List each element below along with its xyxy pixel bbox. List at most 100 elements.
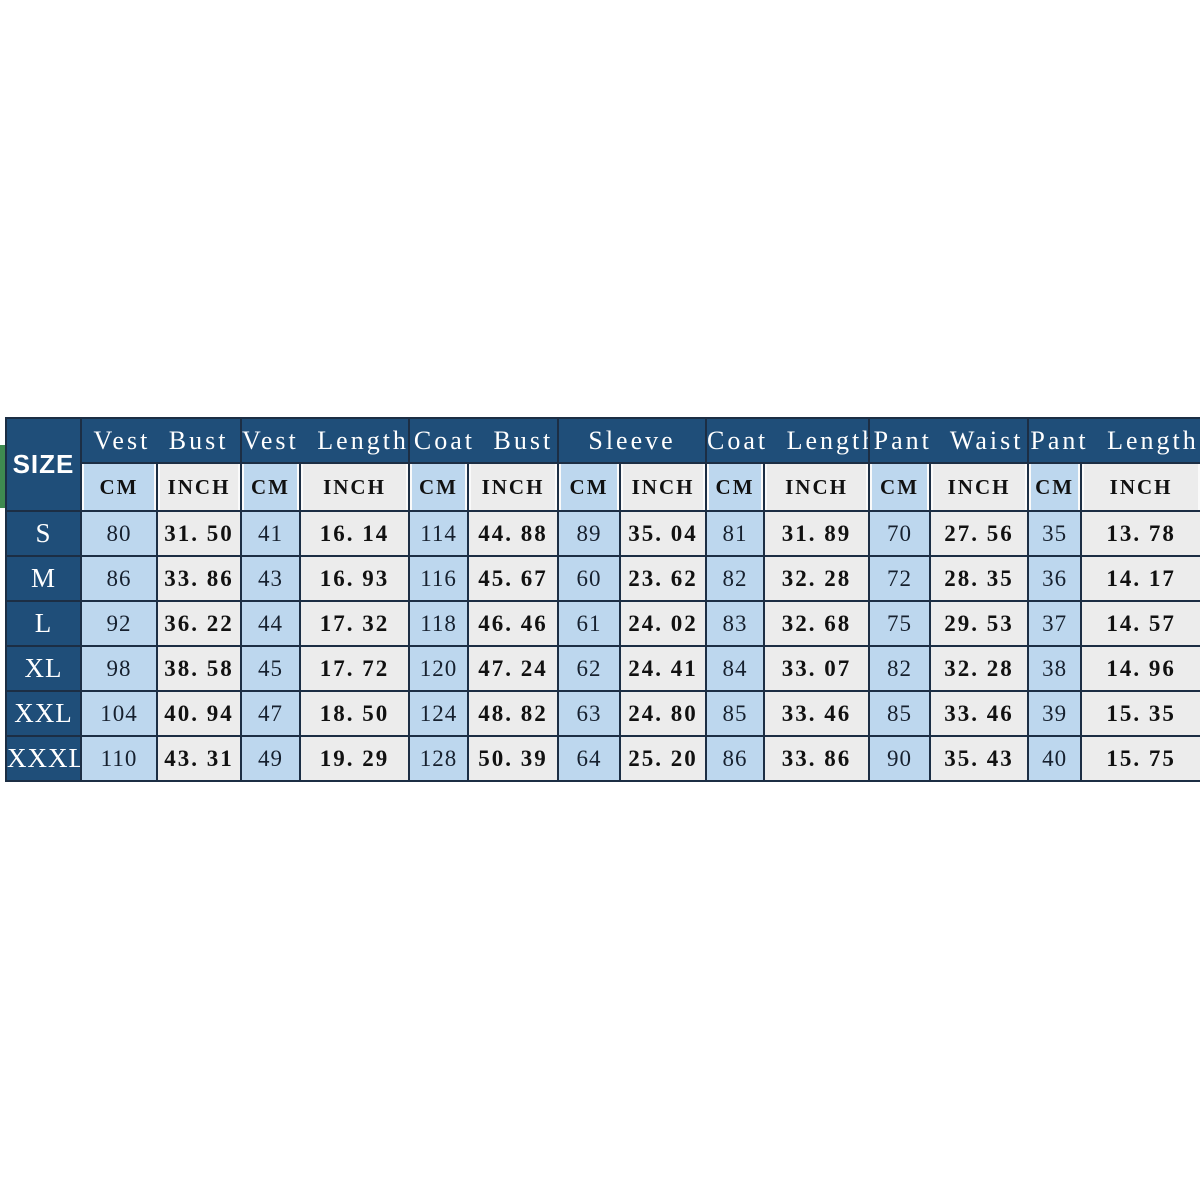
data-cell: 35. 04: [619, 510, 708, 557]
table-row-s: S 80 31. 50 41 16. 14 114 44. 88 89 35. …: [5, 510, 1200, 557]
data-cell: 36: [1027, 555, 1083, 602]
data-cell: 18. 50: [298, 690, 411, 737]
data-cell: 61: [557, 600, 622, 647]
data-cell: 14. 17: [1080, 555, 1200, 602]
data-cell: 72: [868, 555, 932, 602]
data-cell: 50. 39: [467, 735, 560, 782]
data-cell: 62: [557, 645, 622, 692]
data-cell: 118: [408, 600, 470, 647]
size-row-label: M: [5, 555, 82, 602]
data-cell: 14. 96: [1080, 645, 1200, 692]
data-cell: 70: [868, 510, 932, 557]
table-row-l: L 92 36. 22 44 17. 32 118 46. 46 61 24. …: [5, 600, 1200, 647]
unit-header-cm: CM: [557, 462, 622, 512]
data-cell: 40: [1027, 735, 1083, 782]
data-cell: 86: [80, 555, 158, 602]
column-group-vest-length: Vest Length: [239, 417, 411, 464]
unit-header-inch: INCH: [467, 462, 560, 512]
data-cell: 124: [408, 690, 470, 737]
data-cell: 33. 86: [156, 555, 242, 602]
unit-header-cm: CM: [240, 462, 301, 512]
data-cell: 37: [1027, 600, 1083, 647]
data-cell: 38: [1027, 645, 1083, 692]
data-cell: 44: [240, 600, 301, 647]
data-cell: 47. 24: [467, 645, 560, 692]
data-cell: 47: [240, 690, 301, 737]
column-group-vest-bust: Vest Bust: [80, 417, 242, 464]
data-cell: 110: [80, 735, 158, 782]
data-cell: 23. 62: [619, 555, 708, 602]
data-cell: 27. 56: [929, 510, 1030, 557]
size-chart-table: SIZE Vest Bust Vest Length Coat Bust Sle…: [5, 417, 1200, 782]
unit-header-inch: INCH: [929, 462, 1030, 512]
data-cell: 49: [240, 735, 301, 782]
data-cell: 32. 28: [763, 555, 871, 602]
data-cell: 15. 35: [1080, 690, 1200, 737]
table-row-xxxl: XXXL 110 43. 31 49 19. 29 128 50. 39 64 …: [5, 735, 1200, 782]
data-cell: 46. 46: [467, 600, 560, 647]
data-cell: 85: [868, 690, 932, 737]
data-cell: 75: [868, 600, 932, 647]
data-cell: 31. 50: [156, 510, 242, 557]
unit-header-cm: CM: [705, 462, 766, 512]
column-group-pant-waist: Pant Waist: [868, 417, 1030, 464]
column-group-coat-length: Coat Length: [705, 417, 871, 464]
data-cell: 116: [408, 555, 470, 602]
data-cell: 32. 68: [763, 600, 871, 647]
data-cell: 24. 02: [619, 600, 708, 647]
data-cell: 48. 82: [467, 690, 560, 737]
data-cell: 43. 31: [156, 735, 242, 782]
data-cell: 44. 88: [467, 510, 560, 557]
data-cell: 15. 75: [1080, 735, 1200, 782]
unit-header-inch: INCH: [619, 462, 708, 512]
data-cell: 24. 80: [619, 690, 708, 737]
data-cell: 33. 86: [763, 735, 871, 782]
data-cell: 89: [557, 510, 622, 557]
size-row-label: XL: [5, 645, 82, 692]
table-row-xxl: XXL 104 40. 94 47 18. 50 124 48. 82 63 2…: [5, 690, 1200, 737]
data-cell: 41: [240, 510, 301, 557]
unit-header-cm: CM: [1027, 462, 1083, 512]
data-cell: 45: [240, 645, 301, 692]
data-cell: 43: [240, 555, 301, 602]
data-cell: 17. 32: [298, 600, 411, 647]
unit-header-cm: CM: [868, 462, 932, 512]
data-cell: 82: [705, 555, 766, 602]
data-cell: 25. 20: [619, 735, 708, 782]
data-cell: 14. 57: [1080, 600, 1200, 647]
column-group-pant-length: Pant Length: [1027, 417, 1200, 464]
data-cell: 83: [705, 600, 766, 647]
data-cell: 90: [868, 735, 932, 782]
size-row-label: XXL: [5, 690, 82, 737]
data-cell: 82: [868, 645, 932, 692]
data-cell: 80: [80, 510, 158, 557]
green-accent-strip: [0, 445, 6, 508]
data-cell: 92: [80, 600, 158, 647]
data-cell: 114: [408, 510, 470, 557]
table-row-xl: XL 98 38. 58 45 17. 72 120 47. 24 62 24.…: [5, 645, 1200, 692]
data-cell: 16. 14: [298, 510, 411, 557]
data-cell: 63: [557, 690, 622, 737]
data-cell: 35. 43: [929, 735, 1030, 782]
unit-header-inch: INCH: [763, 462, 871, 512]
data-cell: 45. 67: [467, 555, 560, 602]
data-cell: 36. 22: [156, 600, 242, 647]
size-column-header: SIZE: [5, 417, 82, 512]
data-cell: 33. 07: [763, 645, 871, 692]
data-cell: 64: [557, 735, 622, 782]
data-cell: 104: [80, 690, 158, 737]
unit-header-row: CM INCH CM INCH CM INCH CM INCH CM INCH …: [6, 462, 1200, 512]
data-cell: 120: [408, 645, 470, 692]
data-cell: 33. 46: [763, 690, 871, 737]
data-cell: 29. 53: [929, 600, 1030, 647]
data-cell: 13. 78: [1080, 510, 1200, 557]
size-row-label: L: [5, 600, 82, 647]
data-cell: 98: [80, 645, 158, 692]
data-cell: 31. 89: [763, 510, 871, 557]
data-cell: 24. 41: [619, 645, 708, 692]
column-group-sleeve: Sleeve: [557, 417, 708, 464]
unit-header-cm: CM: [80, 462, 158, 512]
unit-header-inch: INCH: [1080, 462, 1200, 512]
data-cell: 17. 72: [298, 645, 411, 692]
